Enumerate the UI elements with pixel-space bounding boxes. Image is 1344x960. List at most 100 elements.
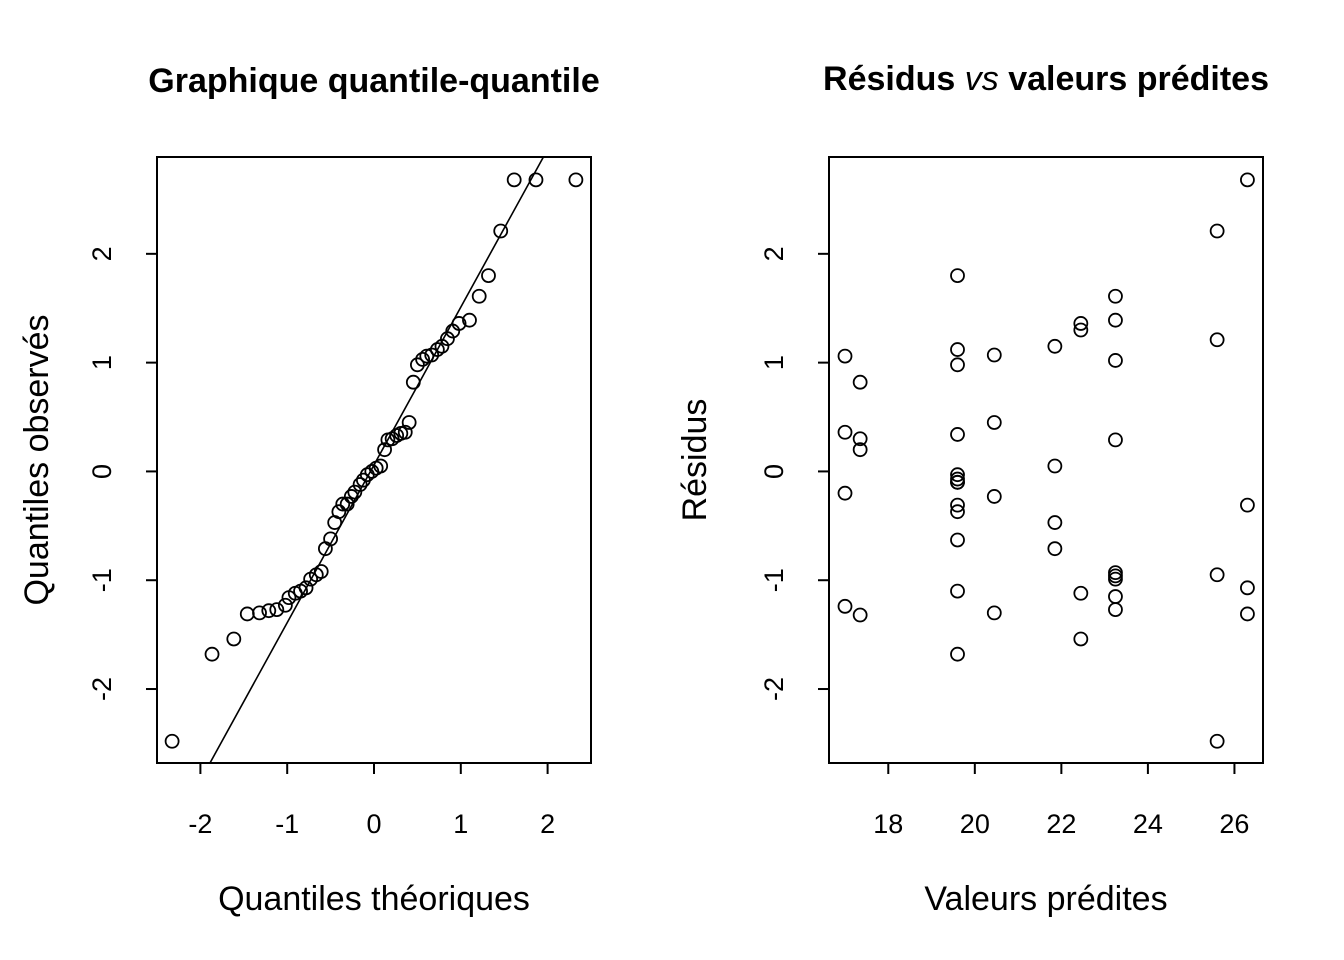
- residuals-y-axis: -2 -1 0 1 2: [759, 246, 830, 701]
- qq-point: [269, 602, 285, 617]
- residuals-point: [950, 357, 965, 373]
- qq-point: [373, 458, 389, 474]
- residuals-point: [950, 497, 965, 513]
- residuals-title-start: Résidus: [823, 60, 955, 98]
- residuals-point: [1073, 322, 1089, 338]
- qq-point: [415, 351, 431, 367]
- residuals-points: [837, 172, 1255, 749]
- residuals-point: [837, 485, 853, 501]
- residuals-point: [950, 504, 965, 520]
- qq-point: [481, 268, 496, 283]
- qq-point: [277, 597, 293, 613]
- residuals-point: [1047, 458, 1063, 474]
- residuals-point: [950, 474, 965, 490]
- qq-x-axis: -2 -1 0 1 2: [188, 762, 555, 839]
- qq-y-tick-label: -2: [87, 677, 117, 701]
- qq-y-tick-label: 0: [87, 464, 117, 479]
- residuals-point: [950, 532, 965, 548]
- residuals-point: [950, 583, 965, 599]
- residuals-x-tick-label: 24: [1133, 809, 1163, 839]
- qq-point: [401, 415, 417, 430]
- qq-point: [471, 288, 487, 304]
- residuals-x-tick-label: 22: [1046, 809, 1076, 839]
- qq-x-axis-title: Quantiles théoriques: [218, 880, 530, 918]
- residuals-y-tick-label: -2: [759, 677, 789, 701]
- residuals-point: [852, 607, 868, 623]
- residuals-x-axis-title: Valeurs prédites: [924, 880, 1167, 918]
- residuals-point: [1047, 541, 1063, 557]
- residuals-point: [837, 424, 853, 440]
- residuals-point: [986, 489, 1002, 504]
- residuals-point: [1240, 606, 1255, 622]
- qq-point: [204, 646, 220, 662]
- residuals-point: [1047, 338, 1063, 354]
- residuals-point: [852, 374, 868, 390]
- residuals-point: [1108, 432, 1123, 448]
- qq-point: [347, 484, 363, 500]
- qq-point: [409, 357, 425, 373]
- qq-point: [568, 172, 584, 188]
- qq-x-tick-label: 2: [540, 809, 555, 839]
- qq-y-ticks: -2 -1 0 1 2: [87, 246, 157, 701]
- qq-point: [313, 564, 329, 579]
- residuals-y-tick-label: 0: [759, 464, 789, 479]
- qq-point: [339, 496, 355, 512]
- residuals-point: [1240, 172, 1255, 188]
- residuals-point: [1073, 631, 1089, 647]
- residuals-point: [1108, 589, 1123, 604]
- qq-point: [440, 331, 455, 347]
- residuals-point: [986, 415, 1002, 430]
- qq-y-axis-title: Quantiles observés: [18, 314, 56, 605]
- qq-point: [493, 223, 509, 239]
- qq-point: [434, 338, 450, 354]
- residuals-point: [950, 467, 965, 483]
- qq-panel: Graphique quantile-quantile -2 -1 0 1 2 -2 -1…: [18, 62, 600, 918]
- residuals-point: [1073, 585, 1089, 601]
- residuals-point: [1108, 353, 1123, 368]
- residuals-point: [837, 348, 853, 364]
- residuals-y-tick-label: 1: [759, 355, 789, 370]
- qq-point: [506, 172, 522, 188]
- residuals-x-tick-label: 26: [1219, 809, 1249, 839]
- residuals-point: [1240, 580, 1255, 596]
- residuals-y-ticks: -2 -1 0 1 2: [759, 246, 829, 701]
- qq-y-tick-label: 1: [87, 355, 117, 370]
- residuals-point: [950, 646, 965, 662]
- residuals-y-tick-label: 2: [759, 246, 789, 261]
- residuals-point: [1073, 316, 1089, 331]
- residuals-title: Résidus vs valeurs prédites: [823, 60, 1269, 98]
- residuals-point: [852, 442, 868, 458]
- qq-y-tick-label: 2: [87, 246, 117, 261]
- qq-x-tick-label: -2: [188, 809, 212, 839]
- residuals-x-tick-label: 20: [960, 809, 990, 839]
- qq-point: [331, 504, 347, 520]
- qq-point: [226, 631, 242, 647]
- qq-point: [252, 605, 267, 621]
- residuals-point: [1108, 312, 1123, 328]
- qq-title: Graphique quantile-quantile: [148, 62, 599, 100]
- residuals-x-tick-label: 18: [873, 809, 903, 839]
- qq-y-tick-label: -1: [87, 568, 117, 592]
- residuals-point: [950, 268, 965, 283]
- residuals-point: [1240, 497, 1255, 513]
- qq-point: [352, 477, 368, 492]
- qq-plot-frame: [156, 156, 592, 764]
- residuals-title-vs: vs: [965, 60, 999, 98]
- residuals-title-end: valeurs prédites: [1008, 60, 1269, 98]
- qq-point: [335, 496, 351, 512]
- qq-point: [451, 316, 467, 331]
- residuals-point: [837, 598, 853, 614]
- residuals-point: [1108, 568, 1123, 584]
- residuals-point: [986, 347, 1002, 363]
- residuals-point: [1047, 515, 1063, 530]
- qq-point: [343, 489, 359, 504]
- residuals-x-ticks: 18 20 22 24 26: [873, 763, 1249, 839]
- qq-point: [462, 312, 477, 328]
- qq-points: [164, 172, 584, 749]
- residuals-plot-frame: [828, 156, 1264, 764]
- residuals-point: [1209, 733, 1225, 749]
- residuals-point: [986, 605, 1002, 621]
- residuals-point: [1209, 567, 1225, 583]
- qq-y-axis: -2 -1 0 1 2: [87, 246, 158, 701]
